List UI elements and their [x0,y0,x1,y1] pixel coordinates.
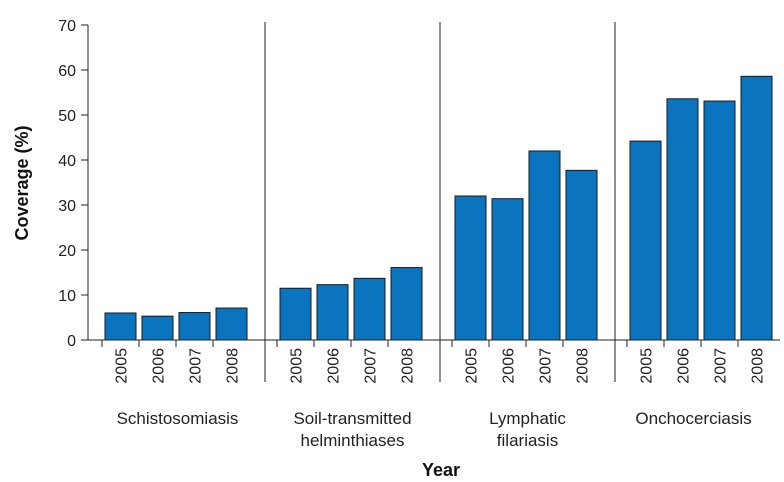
x-tick-label: 2006 [501,348,518,384]
y-tick-label: 20 [58,243,76,260]
y-axis-title: Coverage (%) [12,125,32,240]
bar-1-1 [317,285,348,340]
bar-3-1 [667,99,698,340]
bar-1-0 [280,288,311,340]
y-tick-label: 10 [58,288,76,305]
x-tick-label: 2005 [464,348,481,384]
x-tick-label: 2006 [676,348,693,384]
y-tick-label: 0 [67,333,76,350]
bar-1-3 [391,268,422,340]
x-tick-label: 2008 [750,348,767,384]
x-tick-label: 2005 [289,348,306,384]
x-tick-label: 2006 [326,348,343,384]
bar-2-2 [529,151,560,340]
group-label: Onchocerciasis [635,409,751,428]
x-tick-label: 2007 [538,348,555,384]
x-tick-label: 2007 [188,348,205,384]
group-labels: Schistosomiasis Soil-transmitted helminthi… [117,409,752,450]
group-label: helminthiases [301,431,405,450]
bar-0-1 [142,316,173,340]
bar-0-0 [105,313,136,340]
bar-3-0 [630,141,661,340]
y-axis: 0 10 20 30 40 50 60 70 [58,18,88,350]
bar-1-2 [354,278,385,340]
x-tick-label: 2008 [575,348,592,384]
group-label: Lymphatic [489,409,566,428]
y-tick-label: 60 [58,63,76,80]
x-axis-title: Year [422,460,460,480]
y-tick-label: 50 [58,108,76,125]
y-tick-label: 30 [58,198,76,215]
x-tick-label: 2008 [225,348,242,384]
bar-3-2 [704,101,735,340]
bar-2-0 [455,196,486,340]
x-tick-label: 2008 [400,348,417,384]
x-tick-label: 2006 [151,348,168,384]
bar-0-3 [216,308,247,340]
x-tick-label: 2007 [363,348,380,384]
bar-3-3 [741,76,772,340]
group-label: Soil-transmitted [293,409,411,428]
y-tick-label: 40 [58,153,76,170]
x-tick-label: 2005 [639,348,656,384]
x-axis: 2005 2006 2007 2008 2005 2006 2007 2008 2005 2006… [88,340,780,384]
x-tick-label: 2005 [114,348,131,384]
bar-2-1 [492,199,523,340]
x-tick-label: 2007 [713,348,730,384]
bar-2-3 [566,170,597,340]
bar-0-2 [179,313,210,340]
group-label: Schistosomiasis [117,409,239,428]
y-tick-label: 70 [58,18,76,35]
group-label: filariasis [497,431,558,450]
bars [105,76,772,340]
